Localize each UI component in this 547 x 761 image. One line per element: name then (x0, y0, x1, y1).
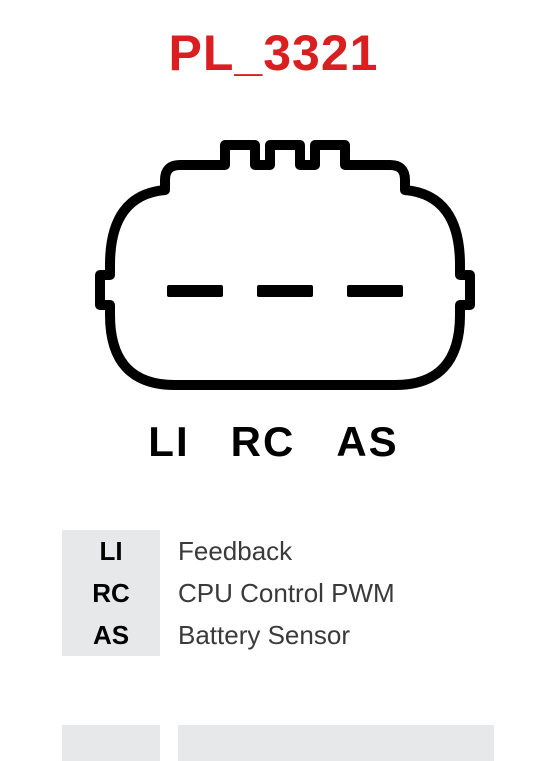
pin-slots (167, 285, 403, 297)
legend-desc: CPU Control PWM (160, 572, 494, 614)
legend-row: LI Feedback (62, 530, 494, 572)
connector-outline (100, 145, 470, 385)
legend-code: LI (62, 530, 160, 572)
bottom-bars (62, 725, 494, 761)
pin-label-3: AS (336, 418, 398, 466)
legend-desc: Battery Sensor (160, 614, 494, 656)
legend-desc: Feedback (160, 530, 494, 572)
legend-table: LI Feedback RC CPU Control PWM AS Batter… (62, 530, 494, 656)
part-number-title: PL_3321 (0, 24, 547, 82)
pin-label-1: LI (148, 418, 189, 466)
pin-label-2: RC (231, 418, 296, 466)
legend-code: AS (62, 614, 160, 656)
legend-code: RC (62, 572, 160, 614)
bottom-bar-right (178, 725, 494, 761)
legend-row: RC CPU Control PWM (62, 572, 494, 614)
legend-row: AS Battery Sensor (62, 614, 494, 656)
connector-diagram (95, 135, 475, 395)
bottom-bar-left (62, 725, 160, 761)
pin-labels-row: LI RC AS (0, 418, 547, 466)
